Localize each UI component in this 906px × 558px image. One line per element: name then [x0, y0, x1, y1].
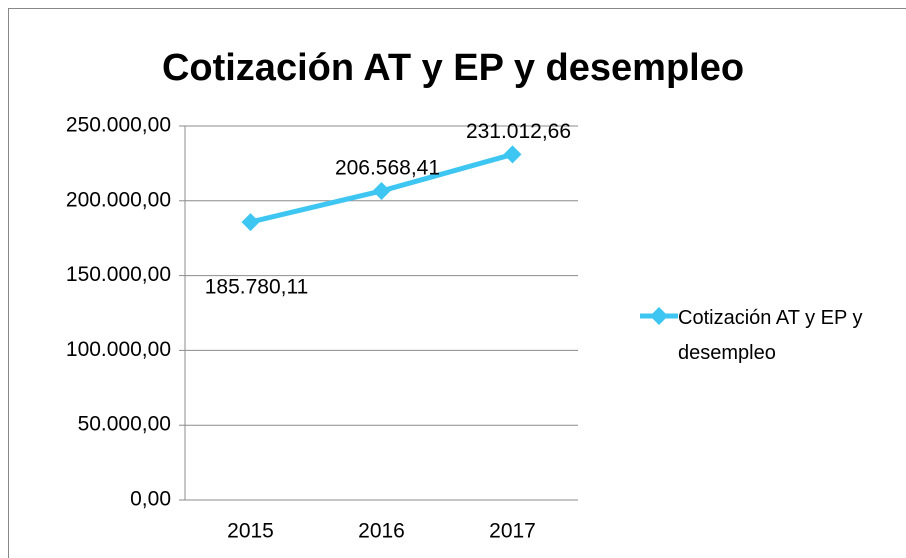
y-tick-label: 50.000,00 [78, 413, 171, 436]
y-tick-label: 0,00 [130, 488, 171, 511]
x-tick-label: 2017 [489, 520, 536, 543]
y-tick-label: 100.000,00 [66, 338, 171, 361]
data-label: 185.780,11 [205, 276, 309, 299]
data-point [372, 181, 391, 200]
x-tick-label: 2015 [227, 520, 274, 543]
chart-border [8, 8, 906, 558]
legend-label: Cotización AT y EP y desempleo [678, 307, 863, 364]
x-tick-label: 2016 [358, 520, 405, 543]
data-point [241, 213, 260, 232]
chart-title: Cotización AT y EP y desempleo [162, 47, 744, 89]
y-tick-label: 200.000,00 [66, 188, 171, 211]
y-tick-label: 250.000,00 [66, 114, 171, 137]
data-label: 206.568,41 [335, 157, 440, 180]
data-point [503, 145, 522, 164]
y-tick-label: 150.000,00 [66, 263, 171, 286]
data-label: 231.012,66 [466, 120, 571, 143]
legend-marker [650, 307, 668, 325]
